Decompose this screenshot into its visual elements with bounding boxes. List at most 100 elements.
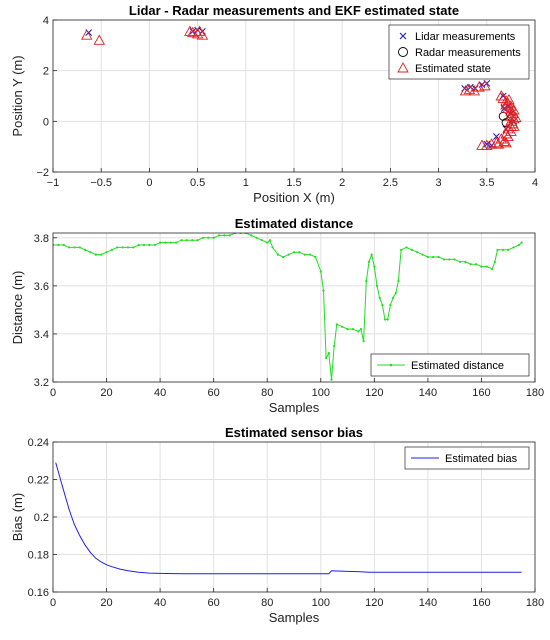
chart-title: Estimated sensor bias xyxy=(225,425,363,440)
estimated-state-point xyxy=(184,25,196,36)
series-point xyxy=(437,255,440,259)
series-point xyxy=(292,251,296,254)
series-point xyxy=(121,246,124,249)
estimated-state-point xyxy=(459,85,472,96)
x-tick-label: 160 xyxy=(472,597,490,609)
x-tick-label: 0.5 xyxy=(190,177,205,189)
x-tick-label: 4 xyxy=(532,177,538,189)
series-point xyxy=(228,234,231,237)
series-point xyxy=(217,234,221,237)
series-point xyxy=(78,246,81,249)
legend-marker-circle xyxy=(398,47,408,57)
series-point xyxy=(341,325,344,328)
series-point xyxy=(493,260,496,263)
legend-label: Estimated bias xyxy=(445,453,518,465)
y-tick-label: 0 xyxy=(43,116,49,128)
series-point xyxy=(325,356,328,360)
series-point xyxy=(153,243,156,247)
y-tick-label: 2 xyxy=(43,66,49,78)
series-point xyxy=(512,246,515,249)
series-point xyxy=(501,248,504,251)
series-point xyxy=(73,246,76,249)
estimated-state-point xyxy=(485,138,498,149)
radar-point xyxy=(498,111,508,121)
estimated-state-point xyxy=(476,139,488,150)
estimated-state-point xyxy=(508,120,520,131)
series-point xyxy=(319,270,322,273)
estimated-state-point xyxy=(505,105,517,116)
series-point xyxy=(485,265,488,268)
y-tick-label: −2 xyxy=(36,167,49,179)
series-point xyxy=(100,253,103,256)
y-tick-label: 0.16 xyxy=(28,587,49,599)
series-point xyxy=(335,323,338,326)
series-point xyxy=(333,344,336,348)
series-point xyxy=(142,243,146,247)
series-point xyxy=(370,253,373,256)
x-tick-label: 60 xyxy=(208,597,220,609)
y-tick-label: 4 xyxy=(43,15,49,27)
series-point xyxy=(351,328,355,331)
estimated-state-point xyxy=(490,136,503,148)
series-point xyxy=(282,255,285,259)
estimated-state-point xyxy=(193,25,206,36)
series-point xyxy=(357,330,360,333)
y-tick-label: 3.8 xyxy=(34,233,49,245)
series-point xyxy=(164,241,167,244)
series-point xyxy=(255,236,258,239)
axes-frame xyxy=(52,232,536,383)
data-layer xyxy=(55,462,522,575)
series-point xyxy=(469,263,472,266)
x-tick-label: 100 xyxy=(312,387,330,399)
x-tick-label: 0 xyxy=(50,597,56,609)
estimated-state-point xyxy=(492,138,505,149)
estimated-state-point xyxy=(509,111,522,122)
series-point xyxy=(105,251,108,254)
estimated-state-point xyxy=(508,104,520,115)
series-point xyxy=(132,246,135,249)
x-tick-label: 20 xyxy=(100,597,112,609)
series-point xyxy=(432,255,435,259)
legend-box xyxy=(388,24,530,80)
series-point xyxy=(271,246,274,249)
legend-label: Radar measurements xyxy=(415,47,521,59)
x-tick-label: 80 xyxy=(261,387,273,399)
series-point xyxy=(426,255,429,259)
estimated-state-point xyxy=(503,93,515,105)
series-point xyxy=(287,253,290,256)
estimated-state-point xyxy=(93,34,106,45)
series-point xyxy=(416,251,419,254)
y-tick-label: 0.22 xyxy=(28,475,49,487)
series-point xyxy=(126,246,130,249)
series-point xyxy=(373,265,376,268)
series-point xyxy=(169,241,172,244)
x-tick-label: −0.5 xyxy=(90,177,112,189)
series-point xyxy=(223,234,226,237)
series-point xyxy=(250,234,253,237)
legend-label: Estimated state xyxy=(415,63,491,75)
legend: Estimated distance xyxy=(370,353,530,377)
series-point xyxy=(448,258,451,261)
series-point xyxy=(391,296,395,299)
series-point xyxy=(303,253,306,256)
legend-box xyxy=(370,353,530,377)
x-tick-label: 160 xyxy=(472,387,490,399)
estimated-state-point xyxy=(502,97,514,109)
y-axis-label: Bias (m) xyxy=(10,493,25,541)
series-point xyxy=(62,243,65,247)
series-point xyxy=(386,318,389,321)
x-tick-label: 40 xyxy=(154,597,166,609)
series-point xyxy=(383,318,387,321)
series-point xyxy=(394,291,397,295)
estimated-state-point xyxy=(505,125,517,136)
x-tick-label: 80 xyxy=(261,597,273,609)
data-layer xyxy=(80,25,522,150)
series-point xyxy=(322,289,325,292)
x-tick-label: 0 xyxy=(146,177,152,189)
chart-2: 0 20 40 60 80 100 120 140 160 180 3.2 3.4 3.6 3.8 Esti… xyxy=(10,216,544,415)
x-tick-label: 1.5 xyxy=(286,177,301,189)
estimated-state-point xyxy=(468,85,481,96)
legend-marker-x xyxy=(399,32,407,40)
chart-title: Lidar - Radar measurements and EKF estim… xyxy=(129,3,459,18)
